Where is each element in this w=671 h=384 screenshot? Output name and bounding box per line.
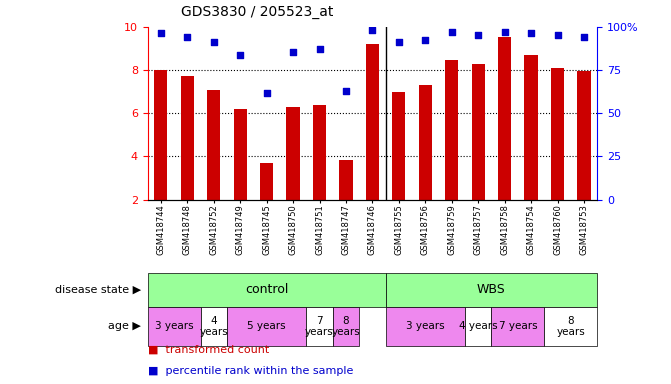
Point	[341, 88, 352, 94]
Bar	[465, 307, 491, 346]
Point	[578, 33, 589, 40]
Point	[288, 49, 299, 55]
Text: 4
years: 4 years	[199, 316, 228, 337]
Text: 3 years: 3 years	[155, 321, 193, 331]
Bar	[148, 307, 201, 346]
Text: GDS3830 / 205523_at: GDS3830 / 205523_at	[181, 5, 333, 19]
Point	[182, 33, 193, 40]
Bar	[260, 162, 273, 200]
Text: age ▶: age ▶	[108, 321, 141, 331]
Bar	[577, 71, 590, 200]
Bar	[227, 307, 306, 346]
Bar	[148, 273, 386, 307]
Bar	[386, 273, 597, 307]
Bar	[419, 85, 432, 200]
Bar	[340, 160, 352, 200]
Text: 8
years: 8 years	[331, 316, 360, 337]
Bar	[154, 70, 168, 200]
Bar	[491, 307, 544, 346]
Text: ■  transformed count: ■ transformed count	[148, 344, 269, 354]
Bar	[525, 55, 537, 200]
Text: ■  percentile rank within the sample: ■ percentile rank within the sample	[148, 366, 353, 376]
Point	[235, 51, 246, 58]
Text: WBS: WBS	[477, 283, 506, 296]
Bar	[333, 307, 359, 346]
Bar	[551, 68, 564, 200]
Point	[552, 32, 563, 38]
Point	[367, 27, 378, 33]
Point	[314, 46, 325, 52]
Bar	[445, 60, 458, 200]
Bar	[201, 307, 227, 346]
Point	[446, 28, 457, 35]
Text: 3 years: 3 years	[406, 321, 445, 331]
Bar	[287, 107, 300, 200]
Text: 5 years: 5 years	[248, 321, 286, 331]
Text: 4 years: 4 years	[459, 321, 497, 331]
Text: 7 years: 7 years	[499, 321, 537, 331]
Text: control: control	[245, 283, 289, 296]
Text: 7
years: 7 years	[305, 316, 334, 337]
Point	[261, 90, 272, 96]
Text: disease state ▶: disease state ▶	[55, 285, 141, 295]
Point	[209, 40, 219, 46]
Point	[393, 40, 404, 46]
Bar	[472, 64, 484, 200]
Text: 8
years: 8 years	[556, 316, 585, 337]
Point	[420, 37, 431, 43]
Point	[499, 28, 510, 35]
Bar	[498, 36, 511, 200]
Bar	[313, 105, 326, 200]
Bar	[306, 307, 333, 346]
Point	[525, 30, 536, 36]
Bar	[207, 89, 220, 200]
Point	[473, 32, 484, 38]
Point	[156, 30, 166, 36]
Bar	[544, 307, 597, 346]
Bar	[180, 76, 194, 200]
Bar	[234, 109, 247, 200]
Bar	[393, 92, 405, 200]
Bar	[366, 44, 379, 200]
Bar	[386, 307, 465, 346]
